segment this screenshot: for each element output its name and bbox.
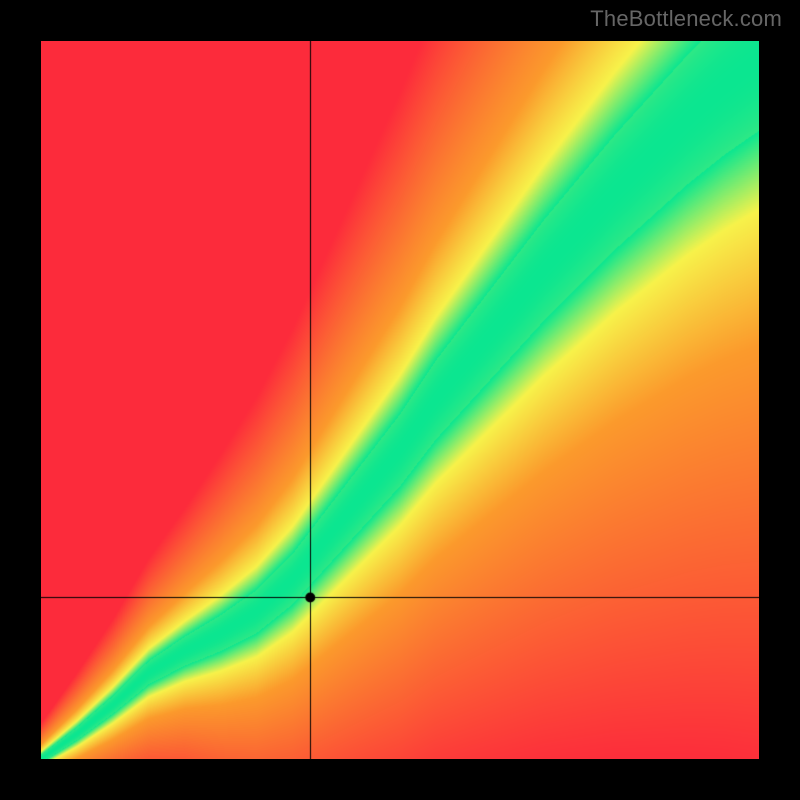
heatmap-canvas — [41, 41, 759, 759]
chart-container: TheBottleneck.com — [0, 0, 800, 800]
watermark-text: TheBottleneck.com — [590, 6, 782, 32]
heatmap-plot — [41, 41, 759, 759]
